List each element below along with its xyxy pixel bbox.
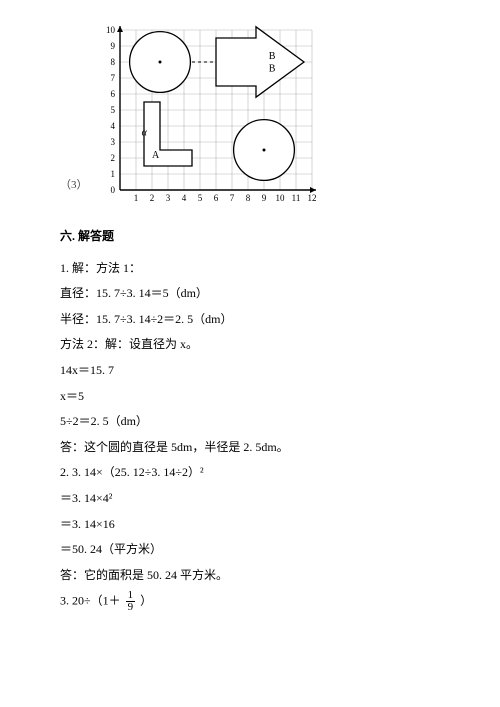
figure-label: （3）	[60, 176, 88, 196]
svg-text:3: 3	[110, 137, 115, 147]
svg-text:4: 4	[110, 121, 115, 131]
svg-text:2: 2	[149, 193, 154, 202]
svg-text:10: 10	[106, 25, 116, 35]
svg-text:1: 1	[110, 169, 115, 179]
q1-eq2: x＝5	[60, 386, 450, 408]
q1-answer: 答：这个圆的直径是 5dm，半径是 2. 5dm。	[60, 437, 450, 459]
svg-text:9: 9	[261, 193, 266, 202]
svg-text:6: 6	[110, 89, 115, 99]
q1-eq3: 5÷2＝2. 5（dm）	[60, 411, 450, 433]
svg-text:B: B	[268, 64, 275, 75]
page: （3） 123456789101112012345678910BBAα 六. 解…	[0, 0, 500, 637]
q1-method1-head: 1. 解：方法 1：	[60, 258, 450, 280]
q3-expr: 3. 20÷（1＋ 1 9 ）	[60, 590, 450, 613]
svg-text:10: 10	[275, 193, 285, 202]
svg-text:6: 6	[213, 193, 218, 202]
fraction-den: 9	[126, 602, 136, 613]
figure-row: （3） 123456789101112012345678910BBAα	[60, 20, 450, 202]
svg-text:8: 8	[245, 193, 250, 202]
q2-step3: ＝50. 24（平方米）	[60, 539, 450, 561]
q1-method2-head: 方法 2：解：设直径为 x。	[60, 334, 450, 356]
svg-text:B: B	[268, 51, 275, 62]
svg-text:2: 2	[110, 153, 115, 163]
svg-text:7: 7	[110, 73, 115, 83]
q1-eq1: 14x＝15. 7	[60, 360, 450, 382]
svg-text:9: 9	[110, 41, 115, 51]
svg-text:8: 8	[110, 57, 115, 67]
q3-suffix: ）	[140, 594, 152, 608]
svg-text:5: 5	[110, 105, 115, 115]
q2-step2: ＝3. 14×16	[60, 514, 450, 536]
q2-step1: ＝3. 14×4²	[60, 488, 450, 510]
q1-radius: 半径：15. 7÷3. 14÷2＝2. 5（dm）	[60, 309, 450, 331]
svg-text:4: 4	[181, 193, 186, 202]
q2-answer: 答：它的面积是 50. 24 平方米。	[60, 565, 450, 587]
q1-diameter: 直径：15. 7÷3. 14＝5（dm）	[60, 283, 450, 305]
svg-text:3: 3	[165, 193, 170, 202]
svg-text:7: 7	[229, 193, 234, 202]
fraction-1-9: 1 9	[126, 590, 136, 613]
svg-text:12: 12	[307, 193, 316, 202]
grid-figure: 123456789101112012345678910BBAα	[92, 20, 324, 202]
svg-text:5: 5	[197, 193, 202, 202]
q3-prefix: 3. 20÷（1＋	[60, 594, 124, 608]
svg-text:1: 1	[133, 193, 138, 202]
svg-text:0: 0	[110, 185, 115, 195]
svg-text:11: 11	[291, 193, 300, 202]
q2-expr: 2. 3. 14×（25. 12÷3. 14÷2）²	[60, 462, 450, 484]
section-title: 六. 解答题	[60, 226, 450, 248]
svg-text:α: α	[141, 128, 147, 139]
svg-text:A: A	[152, 150, 160, 161]
